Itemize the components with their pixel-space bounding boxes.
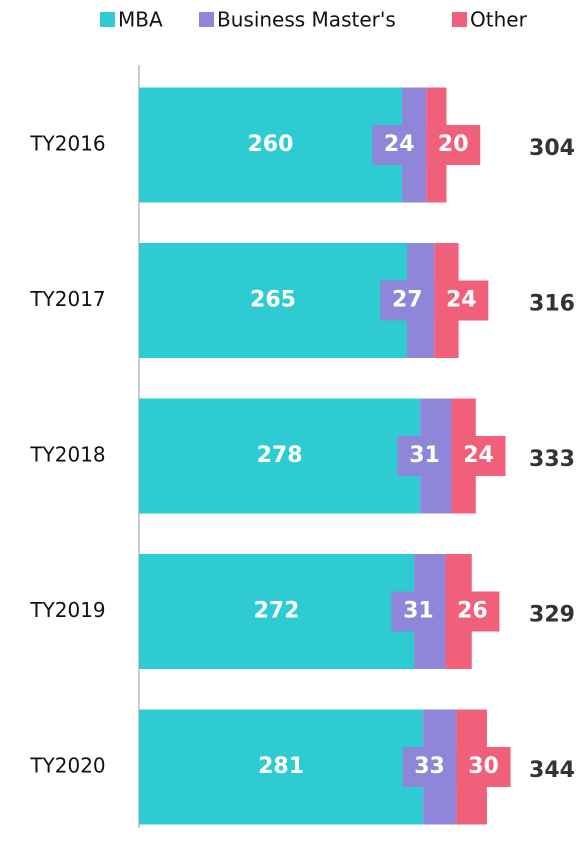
value-label-box — [426, 125, 481, 165]
total-label: 344 — [529, 758, 575, 783]
value-label: 24 — [446, 288, 477, 313]
bar-segment — [139, 709, 424, 825]
total-label: 329 — [529, 603, 575, 628]
value-label: 26 — [457, 599, 488, 624]
bar-segment — [139, 398, 421, 514]
y-tick-label: TY2019 — [29, 598, 105, 622]
y-tick-label: TY2020 — [29, 754, 105, 778]
value-label-box — [402, 747, 457, 787]
total-label: 304 — [529, 136, 575, 161]
value-label: 24 — [463, 443, 494, 468]
value-label: 278 — [257, 443, 303, 468]
value-label: 30 — [468, 754, 499, 779]
total-label: 333 — [529, 447, 575, 472]
value-label: 281 — [258, 754, 304, 779]
y-tick-label: TY2017 — [29, 287, 105, 311]
value-label: 33 — [414, 754, 445, 779]
bar-segment — [139, 87, 402, 203]
legend-swatch — [100, 12, 115, 27]
legend-label: MBA — [118, 8, 163, 32]
value-label: 24 — [384, 132, 415, 157]
bar-segment — [139, 554, 415, 669]
value-label-box — [380, 280, 435, 321]
value-label: 31 — [403, 599, 434, 624]
y-tick-label: TY2016 — [29, 132, 105, 156]
value-label-box — [372, 125, 427, 165]
value-label-box — [434, 280, 489, 321]
value-label: 260 — [248, 132, 294, 157]
value-label: 20 — [438, 132, 469, 157]
y-tick-label: TY2018 — [29, 443, 105, 467]
bar-segment — [139, 243, 408, 358]
value-label-box — [456, 747, 511, 787]
value-label-box — [451, 436, 506, 476]
value-label: 272 — [254, 599, 300, 624]
value-label-box — [397, 436, 452, 476]
legend-label: Other — [470, 8, 528, 32]
value-label: 27 — [392, 288, 423, 313]
legend-swatch — [452, 12, 467, 27]
value-label-box — [445, 591, 500, 632]
legend-swatch — [199, 12, 214, 27]
value-label-box — [391, 591, 446, 632]
total-label: 316 — [529, 292, 575, 317]
value-label: 265 — [250, 288, 296, 313]
value-label: 31 — [409, 443, 440, 468]
legend-label: Business Master's — [217, 8, 396, 32]
